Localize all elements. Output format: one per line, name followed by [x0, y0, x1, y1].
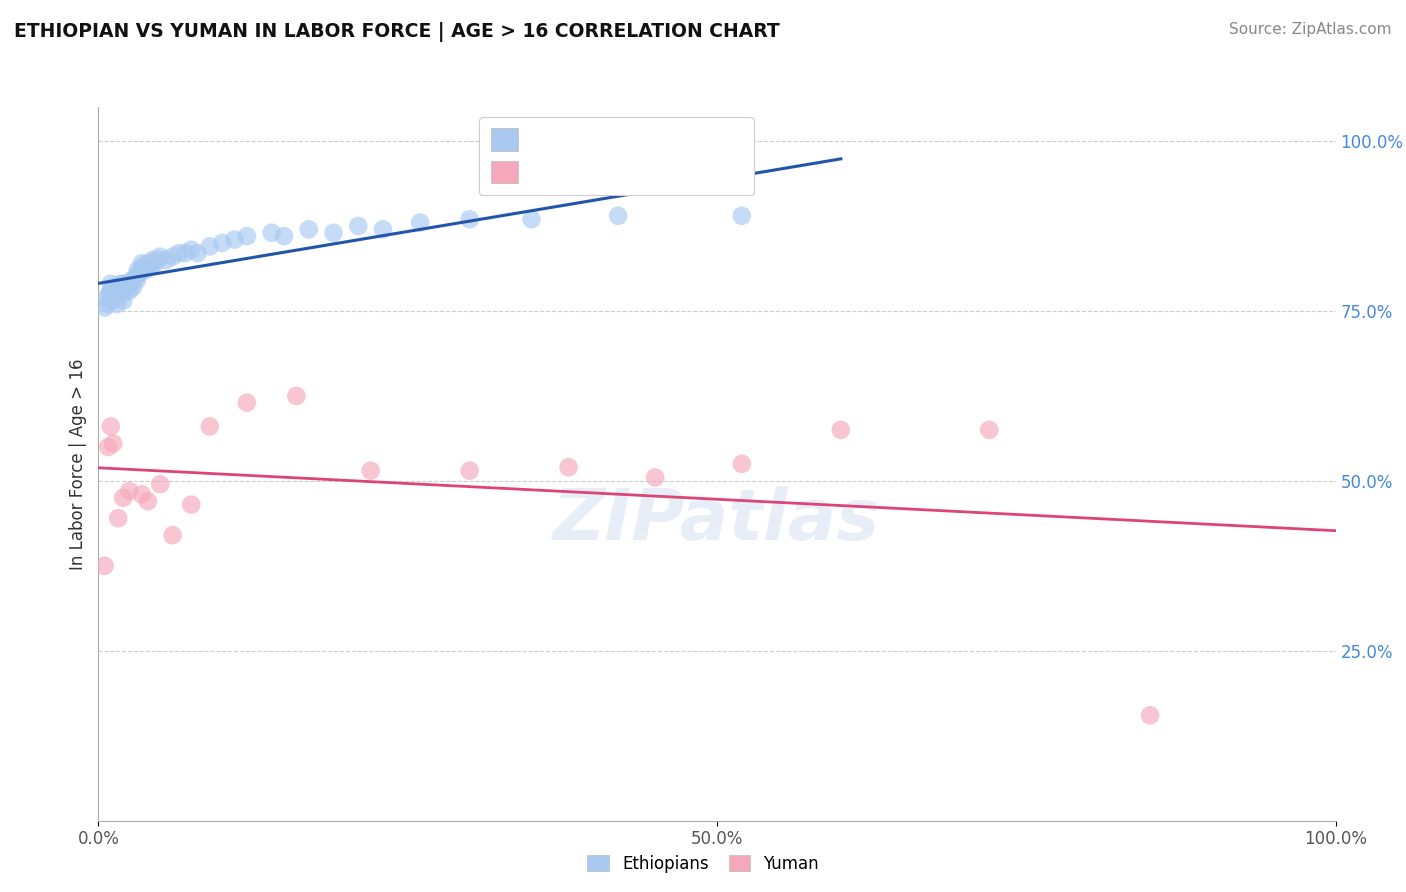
- Point: [198, 239, 221, 253]
- Point: [458, 212, 481, 227]
- Point: [979, 423, 1001, 437]
- Point: [322, 226, 344, 240]
- Point: [132, 260, 155, 274]
- Point: [136, 494, 159, 508]
- Point: [1139, 708, 1161, 723]
- Point: [108, 280, 131, 294]
- Point: [557, 460, 579, 475]
- Point: [121, 273, 143, 287]
- Point: [93, 301, 115, 315]
- Point: [347, 219, 370, 233]
- Point: [124, 269, 146, 284]
- Point: [93, 558, 115, 573]
- Text: Source: ZipAtlas.com: Source: ZipAtlas.com: [1229, 22, 1392, 37]
- Point: [134, 263, 156, 277]
- Point: [155, 252, 177, 267]
- Point: [142, 252, 165, 267]
- Point: [97, 440, 120, 454]
- Point: [260, 226, 283, 240]
- Point: [100, 419, 122, 434]
- Point: [98, 287, 121, 301]
- Point: [731, 457, 754, 471]
- Point: [105, 297, 128, 311]
- Point: [107, 511, 129, 525]
- Point: [103, 280, 125, 294]
- Point: [114, 280, 136, 294]
- Point: [125, 273, 148, 287]
- Point: [143, 256, 166, 270]
- Point: [198, 419, 221, 434]
- Point: [107, 284, 129, 298]
- Point: [112, 287, 135, 301]
- Text: R =: R =: [538, 126, 576, 145]
- Text: N =: N =: [654, 165, 692, 184]
- Text: ETHIOPIAN VS YUMAN IN LABOR FORCE | AGE > 16 CORRELATION CHART: ETHIOPIAN VS YUMAN IN LABOR FORCE | AGE …: [14, 22, 780, 42]
- Point: [180, 498, 202, 512]
- Text: -0.238: -0.238: [586, 165, 651, 184]
- Text: 0.652: 0.652: [586, 126, 644, 145]
- Point: [104, 287, 127, 301]
- Legend:                                   ,                                   : ,: [479, 117, 754, 194]
- Point: [360, 464, 382, 478]
- Point: [409, 216, 432, 230]
- Point: [103, 436, 125, 450]
- Point: [180, 243, 202, 257]
- Point: [112, 293, 135, 308]
- Point: [100, 284, 122, 298]
- Text: 60: 60: [678, 126, 703, 145]
- Point: [149, 250, 172, 264]
- Point: [128, 267, 150, 281]
- Point: [131, 487, 153, 501]
- Point: [112, 491, 135, 505]
- Point: [174, 246, 197, 260]
- Point: [236, 395, 259, 409]
- Legend: Ethiopians, Yuman: Ethiopians, Yuman: [581, 848, 825, 880]
- Point: [162, 528, 184, 542]
- Point: [186, 246, 208, 260]
- Point: [644, 470, 666, 484]
- Point: [120, 277, 142, 291]
- Point: [100, 293, 122, 308]
- Point: [167, 246, 190, 260]
- Point: [273, 229, 295, 244]
- Point: [105, 287, 128, 301]
- Point: [96, 290, 118, 304]
- Point: [127, 263, 149, 277]
- Point: [224, 233, 246, 247]
- Point: [458, 464, 481, 478]
- Point: [298, 222, 321, 236]
- Point: [112, 277, 135, 291]
- Point: [139, 260, 162, 274]
- Point: [111, 284, 134, 298]
- Text: N =: N =: [644, 126, 682, 145]
- Point: [97, 297, 120, 311]
- Point: [122, 280, 145, 294]
- Point: [607, 209, 630, 223]
- Point: [118, 483, 141, 498]
- Point: [146, 252, 169, 267]
- Point: [149, 477, 172, 491]
- Point: [830, 423, 852, 437]
- Text: 23: 23: [685, 165, 710, 184]
- Point: [131, 256, 153, 270]
- Point: [731, 209, 754, 223]
- Point: [285, 389, 308, 403]
- Point: [118, 284, 141, 298]
- Point: [371, 222, 394, 236]
- Point: [100, 277, 122, 291]
- Point: [520, 212, 543, 227]
- Y-axis label: In Labor Force | Age > 16: In Labor Force | Age > 16: [69, 358, 87, 570]
- Point: [236, 229, 259, 244]
- Point: [162, 250, 184, 264]
- Point: [117, 280, 139, 294]
- Point: [103, 290, 125, 304]
- Point: [136, 256, 159, 270]
- Text: R =: R =: [538, 165, 576, 184]
- Point: [110, 277, 132, 291]
- Point: [115, 277, 138, 291]
- Text: ZIPatlas: ZIPatlas: [554, 486, 880, 556]
- Point: [211, 235, 233, 250]
